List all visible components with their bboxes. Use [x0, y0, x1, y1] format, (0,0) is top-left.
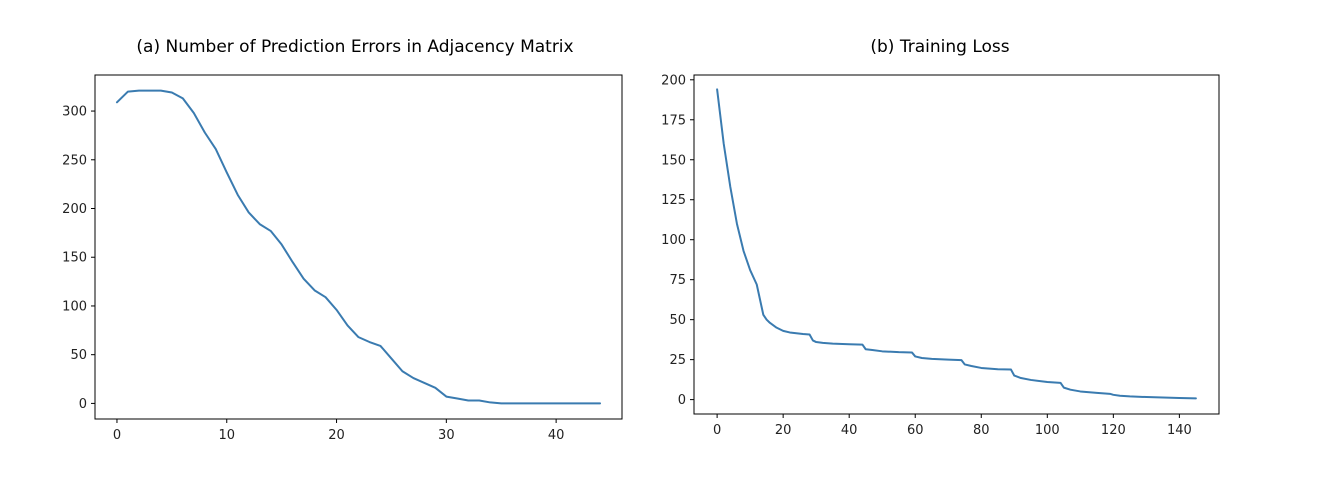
y-tick-label-b: 175 [661, 113, 686, 128]
x-tick-label-b: 0 [713, 423, 721, 438]
x-tick-label-a: 0 [113, 428, 121, 443]
y-tick-label-b: 50 [669, 313, 686, 328]
x-tick-label-b: 80 [973, 423, 990, 438]
x-tick-label-b: 100 [1035, 423, 1060, 438]
tick-group-b: 0 20 40 60 80 100 120 140 0 25 50 75 100 125 150 175 200 [661, 73, 1192, 438]
chart-title-b: (b) Training Loss [870, 37, 1009, 57]
y-tick-label-b: 150 [661, 153, 686, 168]
tick-group-a: 0 10 20 30 40 0 50 100 150 200 250 300 [62, 105, 564, 443]
x-tick-label-b: 40 [841, 423, 858, 438]
y-tick-label-a: 50 [70, 348, 87, 363]
chart-panel-b: (b) Training Loss 0 20 40 60 80 100 120 140 0 25 5… [661, 37, 1220, 438]
y-tick-label-b: 125 [661, 193, 686, 208]
x-tick-label-a: 30 [438, 428, 455, 443]
y-tick-label-a: 100 [62, 299, 87, 314]
y-tick-label-b: 75 [669, 273, 686, 288]
y-tick-label-b: 100 [661, 233, 686, 248]
y-tick-label-a: 300 [62, 105, 87, 120]
x-tick-label-b: 20 [775, 423, 792, 438]
chart-panel-a: (a) Number of Prediction Errors in Adjac… [62, 37, 623, 443]
series-line-b [716, 88, 1197, 400]
y-tick-label-a: 150 [62, 251, 87, 266]
x-tick-label-a: 20 [328, 428, 345, 443]
x-tick-label-b: 120 [1101, 423, 1126, 438]
x-tick-label-a: 40 [548, 428, 565, 443]
y-tick-label-b: 25 [669, 353, 686, 368]
y-tick-label-a: 250 [62, 153, 87, 168]
y-tick-label-b: 200 [661, 73, 686, 88]
x-tick-label-b: 60 [907, 423, 924, 438]
y-tick-label-a: 0 [79, 397, 87, 412]
x-tick-label-a: 10 [218, 428, 235, 443]
chart-title-a: (a) Number of Prediction Errors in Adjac… [136, 37, 573, 57]
plot-frame-b [693, 74, 1220, 415]
y-tick-label-a: 200 [62, 202, 87, 217]
y-tick-label-b: 0 [678, 393, 686, 408]
series-line-a [115, 89, 602, 405]
plot-frame-a [94, 74, 623, 420]
x-tick-label-b: 140 [1167, 423, 1192, 438]
